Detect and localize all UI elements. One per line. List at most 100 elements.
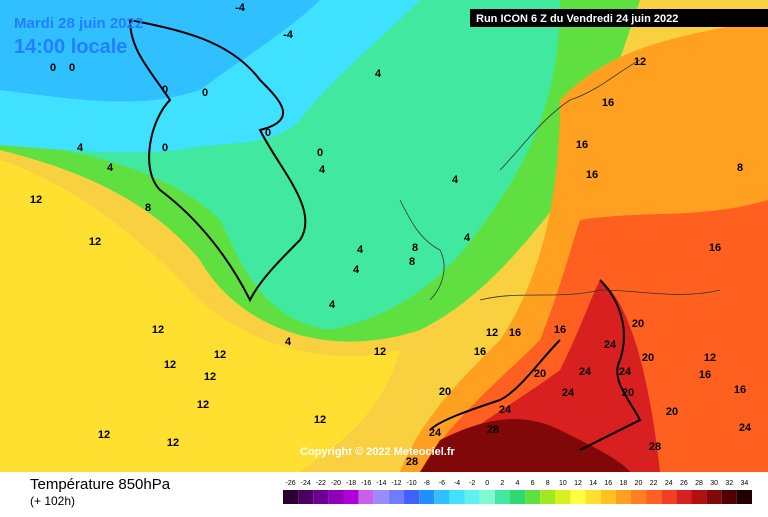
legend-label: -18 (346, 480, 356, 487)
legend-swatch (283, 490, 299, 504)
legend-swatch (630, 490, 647, 504)
zone-12 (0, 160, 400, 472)
legend-swatch (585, 490, 601, 504)
contour-label: 24 (739, 422, 752, 434)
contour-label: 16 (709, 242, 721, 254)
legend-label: 18 (620, 480, 628, 487)
contour-label: 4 (375, 68, 382, 80)
contour-label: 12 (374, 346, 386, 358)
legend-swatch (706, 490, 722, 504)
contour-label: 8 (737, 162, 743, 174)
contour-label: 20 (666, 406, 678, 418)
contour-label: -4 (235, 2, 246, 14)
footer-title: Température 850hPa (30, 476, 171, 493)
contour-label: 20 (439, 386, 451, 398)
legend-swatch (615, 490, 631, 504)
contour-label: 12 (197, 399, 209, 411)
legend-label: 34 (741, 480, 749, 487)
legend-label: 22 (650, 480, 658, 487)
legend-label: -26 (286, 480, 296, 487)
contour-label: 16 (576, 139, 588, 151)
legend-label: 32 (725, 480, 733, 487)
contour-label: 12 (89, 236, 101, 248)
legend-label: 24 (665, 480, 673, 487)
legend-label: -16 (361, 480, 371, 487)
borders (399, 59, 721, 301)
contour-label: 0 (50, 62, 56, 74)
contour-label: 24 (562, 387, 575, 399)
contour-label: 4 (353, 264, 360, 276)
contour-label: 20 (534, 368, 546, 380)
legend-swatch (464, 490, 480, 504)
contour-label: 20 (622, 387, 634, 399)
legend-swatch (313, 490, 329, 504)
contour-label: 8 (145, 202, 151, 214)
coast (579, 279, 642, 451)
legend-swatch (419, 490, 435, 504)
contour-label: 28 (649, 441, 661, 453)
contour-label: 20 (632, 318, 644, 330)
legend-swatch (434, 490, 450, 504)
legend-swatch (298, 490, 314, 504)
legend-swatch (600, 490, 616, 504)
legend-swatch (691, 490, 707, 504)
contour-label: 20 (642, 352, 654, 364)
zone-m4 (0, 0, 320, 102)
contour-label: 0 (265, 127, 271, 139)
contour-label: 12 (30, 194, 42, 206)
legend-swatch (721, 490, 737, 504)
legend-swatch (479, 490, 495, 504)
legend-swatch (388, 490, 405, 504)
contour-label: 28 (406, 456, 418, 468)
contour-label: 8 (412, 242, 418, 254)
legend-swatch (555, 490, 571, 504)
legend-label: -22 (316, 480, 326, 487)
legend-label: 26 (680, 480, 688, 487)
legend-label: 28 (695, 480, 703, 487)
legend-label: -24 (301, 480, 311, 487)
contour-label: 4 (357, 244, 364, 256)
contour-label: 12 (204, 371, 216, 383)
legend-swatch (661, 490, 677, 504)
contour-label: 4 (107, 162, 114, 174)
contour-label: 12 (704, 352, 716, 364)
legend-swatch (646, 490, 662, 504)
legend-label: 30 (710, 480, 718, 487)
contour-label: 16 (734, 384, 746, 396)
contour-label: 12 (486, 327, 498, 339)
contour-label: 24 (604, 339, 617, 351)
legend-label: 8 (546, 480, 550, 487)
date: Mardi 28 juin 2022 (14, 15, 143, 32)
zone-28 (420, 419, 630, 472)
border (499, 59, 641, 171)
legend-swatch (676, 490, 692, 504)
legend-swatch (540, 490, 556, 504)
contour-label: 12 (167, 437, 179, 449)
contour-label: 4 (452, 174, 459, 186)
contour-label: 4 (464, 232, 471, 244)
legend-label: 6 (531, 480, 535, 487)
contour-label: 0 (317, 147, 323, 159)
contour-label: 12 (314, 414, 326, 426)
legend-label: -14 (376, 480, 386, 487)
legend-swatch (358, 490, 374, 504)
contour-label: 16 (602, 97, 614, 109)
legend: -26 -24 -22 -20 -18 -16 -14 -12 -10 -8 -6 -4 -2 0 2 4 6 8… (283, 480, 752, 504)
contour-label: 16 (509, 327, 521, 339)
legend-label: 4 (516, 480, 520, 487)
contour-label: -4 (283, 29, 294, 41)
contour-label: 0 (162, 84, 168, 96)
legend-swatch (404, 490, 420, 504)
contour-label: 24 (499, 404, 512, 416)
legend-label: 20 (635, 480, 643, 487)
contour-label: 28 (487, 424, 499, 436)
run-text: Run ICON 6 Z du Vendredi 24 juin 2022 (476, 13, 678, 25)
contour-label: 16 (586, 169, 598, 181)
legend-swatch (570, 490, 586, 504)
legend-label: -6 (439, 480, 445, 487)
contour-label: 24 (429, 427, 442, 439)
coast (429, 339, 561, 431)
legend-swatch (525, 490, 541, 504)
